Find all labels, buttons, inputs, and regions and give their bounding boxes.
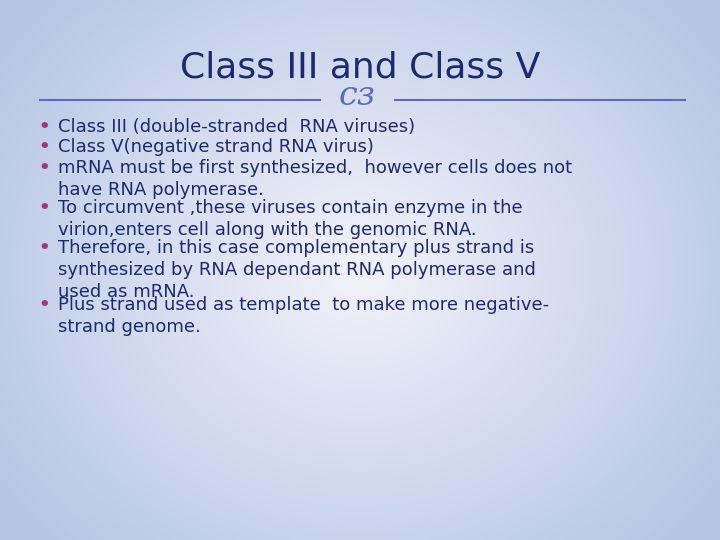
- Text: Class III and Class V: Class III and Class V: [180, 50, 540, 84]
- Text: •: •: [38, 295, 50, 314]
- Text: Class III (double-stranded  RNA viruses): Class III (double-stranded RNA viruses): [58, 118, 415, 136]
- Text: •: •: [38, 159, 50, 177]
- Text: mRNA must be first synthesized,  however cells does not
have RNA polymerase.: mRNA must be first synthesized, however …: [58, 159, 572, 199]
- Text: •: •: [38, 138, 50, 157]
- Text: Therefore, in this case complementary plus strand is
synthesized by RNA dependan: Therefore, in this case complementary pl…: [58, 239, 536, 301]
- Text: •: •: [38, 199, 50, 217]
- Text: cз: cз: [338, 80, 376, 112]
- Text: To circumvent ,these viruses contain enzyme in the
virion,enters cell along with: To circumvent ,these viruses contain enz…: [58, 199, 523, 239]
- Text: •: •: [38, 118, 50, 136]
- Text: Plus strand used as template  to make more negative-
strand genome.: Plus strand used as template to make mor…: [58, 295, 549, 336]
- Text: •: •: [38, 239, 50, 257]
- Text: Class V(negative strand RNA virus): Class V(negative strand RNA virus): [58, 138, 374, 157]
